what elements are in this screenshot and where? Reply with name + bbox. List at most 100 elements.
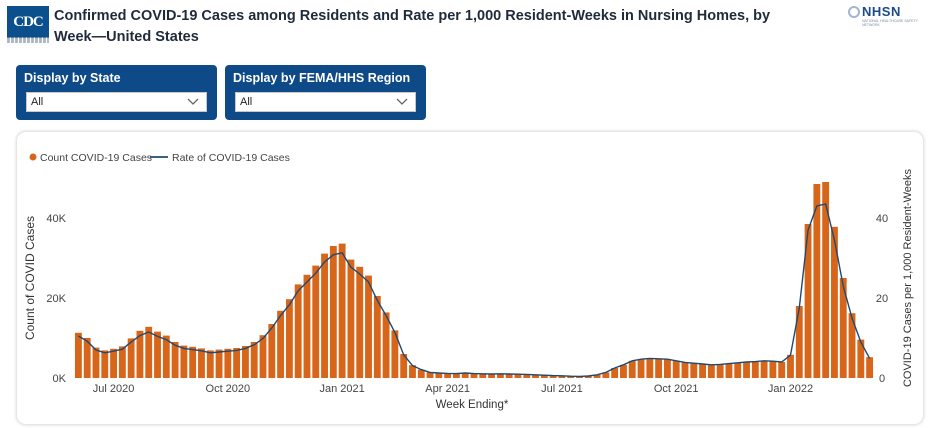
nhsn-logo[interactable]: NHSN NATIONAL HEALTHCARE SAFETY NETWORK — [848, 4, 924, 32]
bar[interactable] — [83, 338, 91, 378]
bar[interactable] — [505, 374, 513, 378]
bar[interactable] — [198, 348, 205, 378]
bar[interactable] — [593, 374, 601, 378]
x-tick-label: Jul 2021 — [541, 383, 583, 395]
bar[interactable] — [663, 359, 671, 378]
bar[interactable] — [400, 354, 408, 378]
bar[interactable] — [145, 326, 153, 378]
bar[interactable] — [303, 274, 311, 378]
y-tick-label: 20K — [46, 293, 66, 305]
bar[interactable] — [180, 345, 188, 378]
bar[interactable] — [813, 184, 821, 378]
bar[interactable] — [250, 342, 258, 378]
bar[interactable] — [92, 347, 100, 378]
bar[interactable] — [584, 376, 592, 378]
bar[interactable] — [417, 369, 425, 378]
bar[interactable] — [321, 253, 328, 378]
bar[interactable] — [268, 324, 276, 378]
bar[interactable] — [523, 374, 531, 378]
region-filter: Display by FEMA/HHS Region All — [225, 65, 426, 120]
bar[interactable] — [514, 374, 522, 378]
bar[interactable] — [848, 313, 856, 378]
bar[interactable] — [787, 354, 794, 378]
bar[interactable] — [743, 362, 750, 378]
bar[interactable] — [365, 275, 372, 378]
bar[interactable] — [778, 362, 786, 378]
bar[interactable] — [707, 364, 715, 378]
bar[interactable] — [795, 306, 803, 378]
bar[interactable] — [690, 363, 698, 378]
bar[interactable] — [435, 373, 443, 378]
bar[interactable] — [760, 360, 768, 378]
bar[interactable] — [118, 346, 126, 378]
bar[interactable] — [496, 373, 504, 378]
bar[interactable] — [637, 359, 645, 378]
bar[interactable] — [215, 349, 223, 378]
bar[interactable] — [620, 364, 627, 378]
bar[interactable] — [734, 362, 742, 378]
state-select[interactable]: All — [26, 92, 207, 112]
bar[interactable] — [338, 243, 346, 378]
bar[interactable] — [751, 361, 759, 378]
bar[interactable] — [206, 350, 214, 378]
bar[interactable] — [294, 284, 302, 378]
bar[interactable] — [681, 362, 689, 378]
bar[interactable] — [189, 346, 197, 378]
bar[interactable] — [171, 342, 179, 378]
bar[interactable] — [699, 364, 706, 378]
bar[interactable] — [611, 368, 619, 378]
bar[interactable] — [136, 330, 144, 378]
bar[interactable] — [804, 224, 812, 378]
region-select[interactable]: All — [235, 92, 416, 112]
bar[interactable] — [233, 348, 241, 378]
bar[interactable] — [110, 348, 117, 378]
state-filter-label: Display by State — [24, 71, 121, 85]
cdc-logo[interactable]: CDC — [7, 6, 49, 38]
bar[interactable] — [866, 357, 874, 378]
bar[interactable] — [831, 226, 838, 378]
bar[interactable] — [488, 374, 496, 378]
bar[interactable] — [558, 375, 566, 378]
bar[interactable] — [470, 373, 478, 378]
bar[interactable] — [409, 365, 416, 378]
bar[interactable] — [532, 374, 539, 378]
bar[interactable] — [725, 363, 733, 378]
bar[interactable] — [540, 375, 548, 378]
bar[interactable] — [655, 358, 663, 378]
bar[interactable] — [672, 360, 680, 378]
bar[interactable] — [839, 278, 847, 378]
bar[interactable] — [347, 259, 355, 378]
bar[interactable] — [259, 335, 267, 378]
bar[interactable] — [312, 265, 320, 378]
bar[interactable] — [162, 335, 170, 378]
bar[interactable] — [242, 346, 249, 378]
bar[interactable] — [382, 312, 390, 378]
bar[interactable] — [716, 364, 724, 378]
bar[interactable] — [857, 339, 865, 378]
bar[interactable] — [479, 373, 487, 378]
bar[interactable] — [769, 361, 777, 378]
bar[interactable] — [224, 348, 232, 378]
bar[interactable] — [426, 372, 434, 378]
bar[interactable] — [576, 376, 583, 378]
bar[interactable] — [822, 182, 830, 378]
bar[interactable] — [391, 330, 399, 378]
bar[interactable] — [101, 350, 109, 378]
bar[interactable] — [285, 299, 293, 378]
bar[interactable] — [628, 360, 636, 378]
bar[interactable] — [646, 358, 654, 378]
bar[interactable] — [452, 373, 460, 378]
bar[interactable] — [277, 310, 285, 378]
bar[interactable] — [329, 246, 337, 378]
bar[interactable] — [549, 375, 557, 378]
bar[interactable] — [461, 373, 469, 378]
bar[interactable] — [356, 266, 364, 378]
bar[interactable] — [444, 373, 452, 378]
bar[interactable] — [567, 376, 575, 378]
bar[interactable] — [373, 296, 381, 378]
bar[interactable] — [127, 338, 135, 378]
bar[interactable] — [154, 331, 161, 378]
x-tick-label: Oct 2021 — [654, 383, 699, 395]
bar[interactable] — [602, 372, 610, 378]
bar[interactable] — [74, 332, 82, 378]
